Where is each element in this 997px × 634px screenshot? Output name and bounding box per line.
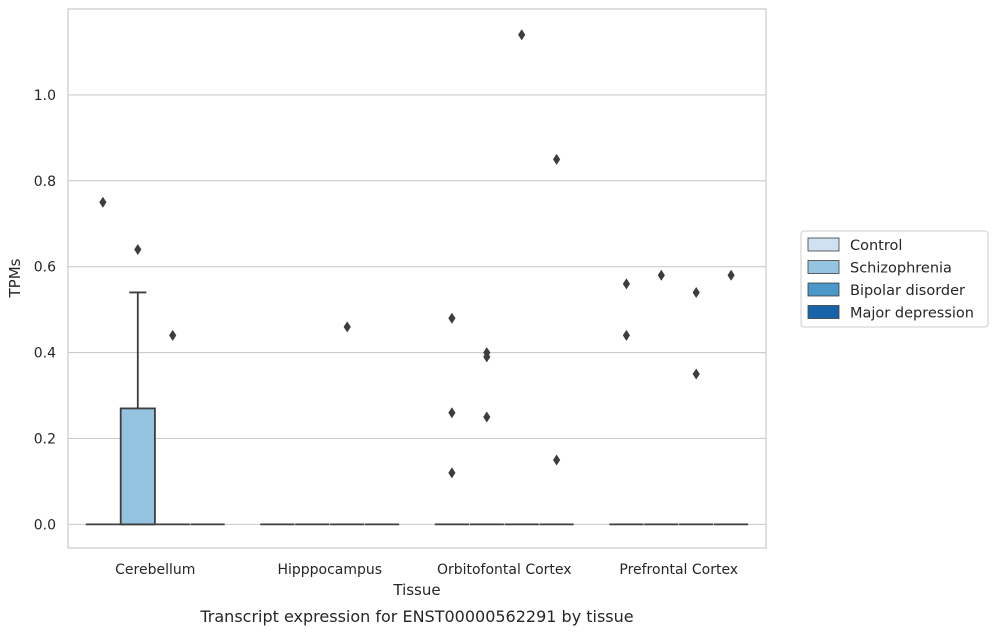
box-series (85, 29, 749, 526)
legend-label: Bipolar disorder (850, 283, 965, 299)
outlier-point (622, 278, 630, 290)
legend-label: Major depression (850, 306, 974, 322)
y-tick-label: 0.6 (34, 260, 56, 276)
outlier-point (483, 351, 491, 363)
outlier-point (448, 467, 456, 479)
x-axis-label: Tissue (392, 581, 440, 599)
legend-frame (800, 230, 989, 328)
outlier-point (134, 244, 142, 256)
legend-label: Control (850, 238, 902, 254)
box-group (713, 269, 749, 526)
plot-frame (67, 8, 767, 549)
y-tick-label: 0.0 (34, 517, 56, 533)
box-group (119, 244, 156, 526)
x-tick-label: Orbitofontal Cortex (437, 562, 572, 578)
x-tick-label: Hipppocampus (277, 562, 382, 578)
box-group (330, 321, 365, 526)
outlier-point (553, 153, 561, 165)
x-tick-label: Prefrontal Cortex (619, 562, 738, 578)
legend-swatch (807, 237, 840, 252)
box-group (85, 196, 121, 526)
outlier-point (448, 312, 456, 324)
outlier-point (622, 329, 630, 341)
outlier-point (727, 269, 735, 281)
box-group (469, 347, 504, 526)
outlier-point (343, 321, 351, 333)
box-group (504, 29, 539, 526)
y-tick-label: 0.8 (34, 174, 56, 190)
box (119, 407, 156, 526)
box-group (609, 278, 644, 526)
legend-label: Schizophrenia (850, 261, 952, 277)
outlier-point (99, 196, 107, 208)
box-group (644, 269, 679, 526)
chart-caption: Transcript expression for ENST0000056229… (199, 607, 633, 626)
y-tick-label: 1.0 (34, 88, 56, 104)
outlier-point (448, 407, 456, 419)
outlier-point (169, 329, 177, 341)
outlier-point (518, 29, 526, 41)
y-axis-ticks: 0.0 0.2 0.4 0.6 0.8 1.0 (34, 88, 56, 533)
outlier-point (483, 411, 491, 423)
y-tick-label: 0.4 (34, 346, 56, 362)
outlier-point (692, 368, 700, 380)
plot-background (68, 9, 766, 548)
outlier-point (553, 454, 561, 466)
box-group (679, 286, 714, 526)
outlier-point (657, 269, 665, 281)
box-group (434, 312, 470, 526)
y-axis-label: TPMs (6, 258, 24, 298)
legend-swatch (807, 260, 840, 274)
y-tick-label: 0.2 (34, 431, 56, 447)
box-group (155, 329, 190, 526)
legend: Control Schizophrenia Bipolar disorder Majo… (800, 230, 989, 328)
x-axis-ticks: Cerebellum Hipppocampus Orbitofontal Corte… (115, 562, 738, 578)
outlier-point (692, 286, 700, 298)
box-group (539, 153, 574, 526)
x-tick-label: Cerebellum (115, 562, 195, 578)
legend-swatch (807, 282, 840, 297)
legend-swatch (807, 305, 840, 319)
